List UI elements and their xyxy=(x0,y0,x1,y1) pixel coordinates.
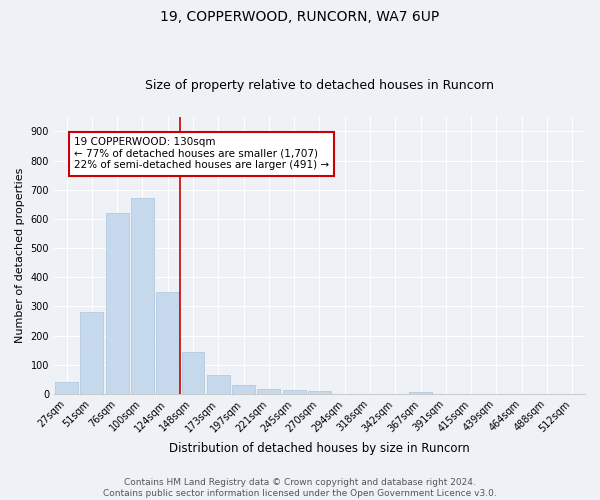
Bar xyxy=(207,375,230,394)
Text: 19 COPPERWOOD: 130sqm
← 77% of detached houses are smaller (1,707)
22% of semi-d: 19 COPPERWOOD: 130sqm ← 77% of detached … xyxy=(74,137,329,170)
Bar xyxy=(409,392,432,394)
Text: 19, COPPERWOOD, RUNCORN, WA7 6UP: 19, COPPERWOOD, RUNCORN, WA7 6UP xyxy=(160,10,440,24)
Y-axis label: Number of detached properties: Number of detached properties xyxy=(15,168,25,343)
Title: Size of property relative to detached houses in Runcorn: Size of property relative to detached ho… xyxy=(145,79,494,92)
Bar xyxy=(55,382,78,394)
Text: Contains HM Land Registry data © Crown copyright and database right 2024.
Contai: Contains HM Land Registry data © Crown c… xyxy=(103,478,497,498)
Bar xyxy=(157,292,179,394)
Bar xyxy=(131,198,154,394)
Bar xyxy=(283,390,305,394)
Bar xyxy=(257,388,280,394)
Bar xyxy=(80,312,103,394)
X-axis label: Distribution of detached houses by size in Runcorn: Distribution of detached houses by size … xyxy=(169,442,470,455)
Bar xyxy=(182,352,205,394)
Bar xyxy=(106,213,128,394)
Bar xyxy=(232,385,255,394)
Bar xyxy=(308,391,331,394)
